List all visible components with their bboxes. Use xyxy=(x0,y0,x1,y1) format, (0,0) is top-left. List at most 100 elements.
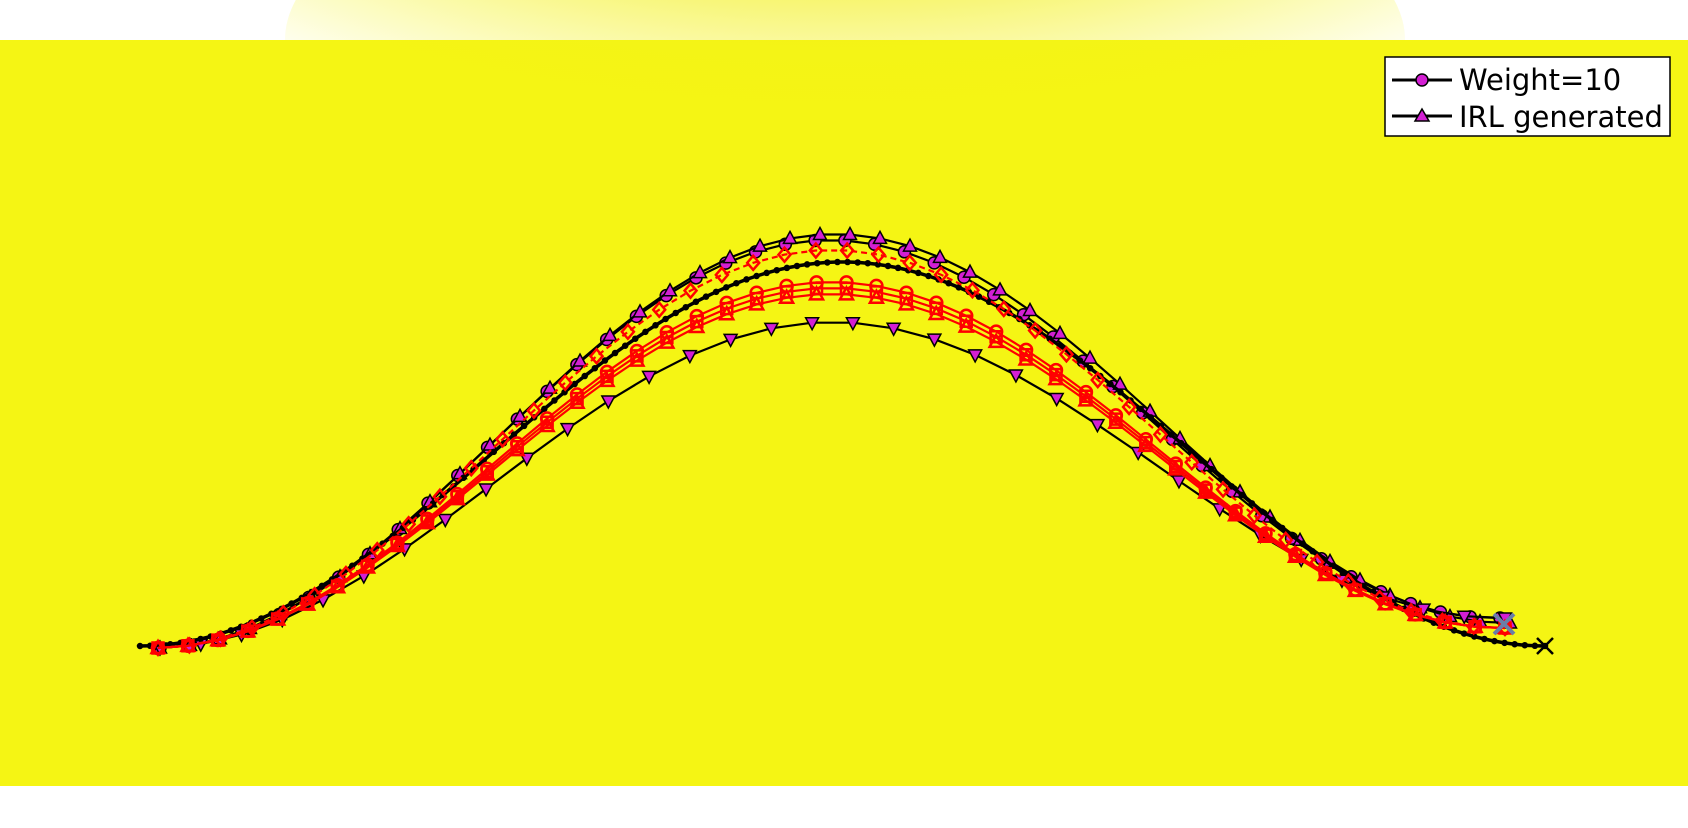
point-marker xyxy=(620,322,636,341)
point-marker xyxy=(1022,301,1038,317)
point-marker xyxy=(897,294,915,311)
point-marker xyxy=(834,258,841,266)
point-marker xyxy=(1228,483,1235,490)
point-marker xyxy=(723,284,730,291)
end-x-marker xyxy=(1536,637,1554,655)
point-marker xyxy=(975,293,983,300)
point-marker xyxy=(588,347,605,366)
point-marker xyxy=(628,351,646,367)
point-marker xyxy=(748,294,766,311)
point-marker xyxy=(1197,482,1215,499)
point-marker xyxy=(714,266,730,284)
point-marker xyxy=(1511,640,1518,648)
point-marker xyxy=(662,315,669,323)
point-marker xyxy=(542,379,558,394)
point-marker xyxy=(996,300,1012,318)
point-marker xyxy=(1456,610,1473,625)
point-marker xyxy=(641,370,657,385)
point-marker xyxy=(288,600,295,607)
point-marker xyxy=(926,333,943,348)
series-line xyxy=(157,293,1506,650)
point-marker xyxy=(1077,390,1095,407)
point-marker xyxy=(959,314,973,328)
point-marker xyxy=(1238,491,1246,499)
point-marker xyxy=(778,288,796,305)
point-marker xyxy=(1177,439,1185,447)
point-marker xyxy=(388,536,407,553)
point-marker xyxy=(1198,457,1205,464)
point-marker xyxy=(1187,448,1195,456)
point-marker xyxy=(1027,321,1043,340)
point-marker xyxy=(925,272,932,280)
point-marker xyxy=(1450,627,1458,634)
point-marker xyxy=(179,636,197,653)
point-marker xyxy=(1227,505,1245,522)
point-marker xyxy=(1137,436,1155,453)
top-cost-region xyxy=(285,0,1405,245)
point-marker xyxy=(1089,418,1106,434)
point-marker xyxy=(718,304,736,321)
series-line xyxy=(157,281,1506,650)
point-marker xyxy=(568,393,586,409)
point-marker xyxy=(722,249,738,264)
goal-marker xyxy=(1492,612,1516,636)
point-marker xyxy=(719,301,734,316)
point-marker xyxy=(1048,392,1065,408)
point-marker xyxy=(1466,617,1484,634)
point-marker xyxy=(418,513,436,530)
point-marker xyxy=(1215,480,1231,499)
legend: Weight=10 IRL generated xyxy=(1384,56,1671,137)
point-marker xyxy=(776,245,793,264)
point-marker xyxy=(651,300,667,319)
point-marker xyxy=(1436,612,1454,629)
point-marker xyxy=(463,459,479,478)
point-marker xyxy=(299,595,317,611)
point-marker xyxy=(581,372,588,380)
point-marker xyxy=(763,269,770,277)
point-marker xyxy=(842,225,858,241)
point-marker xyxy=(1008,369,1024,384)
point-marker xyxy=(632,303,648,318)
point-marker xyxy=(510,431,518,438)
point-marker xyxy=(1491,637,1498,645)
point-marker xyxy=(611,349,619,357)
point-marker xyxy=(933,265,949,284)
point-marker xyxy=(660,330,674,345)
point-marker xyxy=(753,272,760,280)
point-marker xyxy=(1501,639,1508,647)
point-marker xyxy=(1152,425,1169,444)
point-marker xyxy=(837,284,856,301)
point-marker xyxy=(872,229,888,245)
point-marker xyxy=(839,241,855,260)
point-marker xyxy=(782,229,798,245)
point-marker xyxy=(899,291,914,306)
legend-label-irl: IRL generated xyxy=(1459,100,1663,134)
point-marker xyxy=(1218,474,1225,482)
point-marker xyxy=(1286,547,1305,564)
point-marker xyxy=(682,349,698,365)
point-marker xyxy=(1531,642,1539,650)
point-marker xyxy=(227,627,235,634)
point-marker xyxy=(448,489,466,506)
point-marker xyxy=(358,557,377,574)
point-marker xyxy=(662,282,678,297)
point-marker xyxy=(745,253,761,272)
point-marker xyxy=(672,309,679,317)
point-marker xyxy=(702,293,710,300)
point-marker xyxy=(149,638,167,655)
point-marker xyxy=(884,262,892,270)
point-marker xyxy=(1309,547,1316,555)
point-marker xyxy=(538,416,556,433)
point-marker xyxy=(1329,562,1336,570)
point-marker xyxy=(712,288,720,296)
point-marker xyxy=(929,301,944,316)
point-marker xyxy=(526,401,542,420)
point-marker xyxy=(812,225,828,241)
point-marker xyxy=(432,487,448,506)
point-marker xyxy=(763,322,780,337)
point-marker xyxy=(722,333,739,348)
point-marker xyxy=(1047,369,1065,386)
series-7 xyxy=(149,284,1514,655)
point-marker xyxy=(773,266,781,274)
point-marker xyxy=(824,259,831,266)
